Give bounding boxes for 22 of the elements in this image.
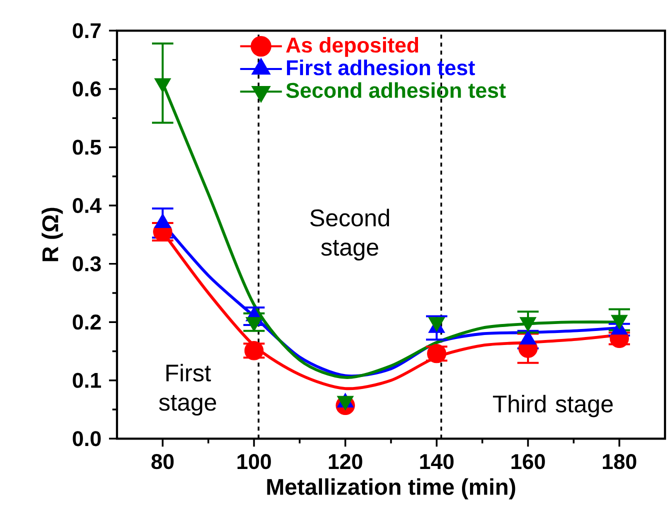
annotation: First stage	[159, 364, 216, 416]
y-tick-label: 0.6	[72, 81, 101, 97]
x-tick-label: 120	[328, 454, 362, 470]
y-axis-title: R (Ω)	[42, 208, 63, 262]
annotation: Third stage	[492, 394, 613, 418]
annotation: Second stage	[310, 208, 390, 261]
y-tick-label: 0.7	[72, 23, 101, 38]
y-tick-label: 0.4	[72, 198, 102, 214]
y-tick-label: 0.3	[72, 256, 101, 272]
y-tick-label: 0.5	[72, 140, 102, 155]
x-axis-title: Metallization time (min)	[267, 478, 516, 500]
x-tick-label: 140	[420, 454, 454, 470]
x-tick-label: 160	[512, 454, 545, 470]
x-tick-label: 100	[238, 454, 271, 470]
x-tick-label: 180	[602, 454, 636, 470]
x-tick-label: 80	[151, 454, 174, 470]
legend-label: First adhesion test	[286, 60, 475, 76]
legend-label: As deposited	[286, 36, 418, 57]
y-tick-label: 0.1	[72, 372, 102, 388]
y-tick-label: 0.2	[72, 314, 101, 330]
legend-label: Second adhesion test	[286, 82, 506, 98]
y-tick-label: 0.0	[72, 431, 101, 446]
